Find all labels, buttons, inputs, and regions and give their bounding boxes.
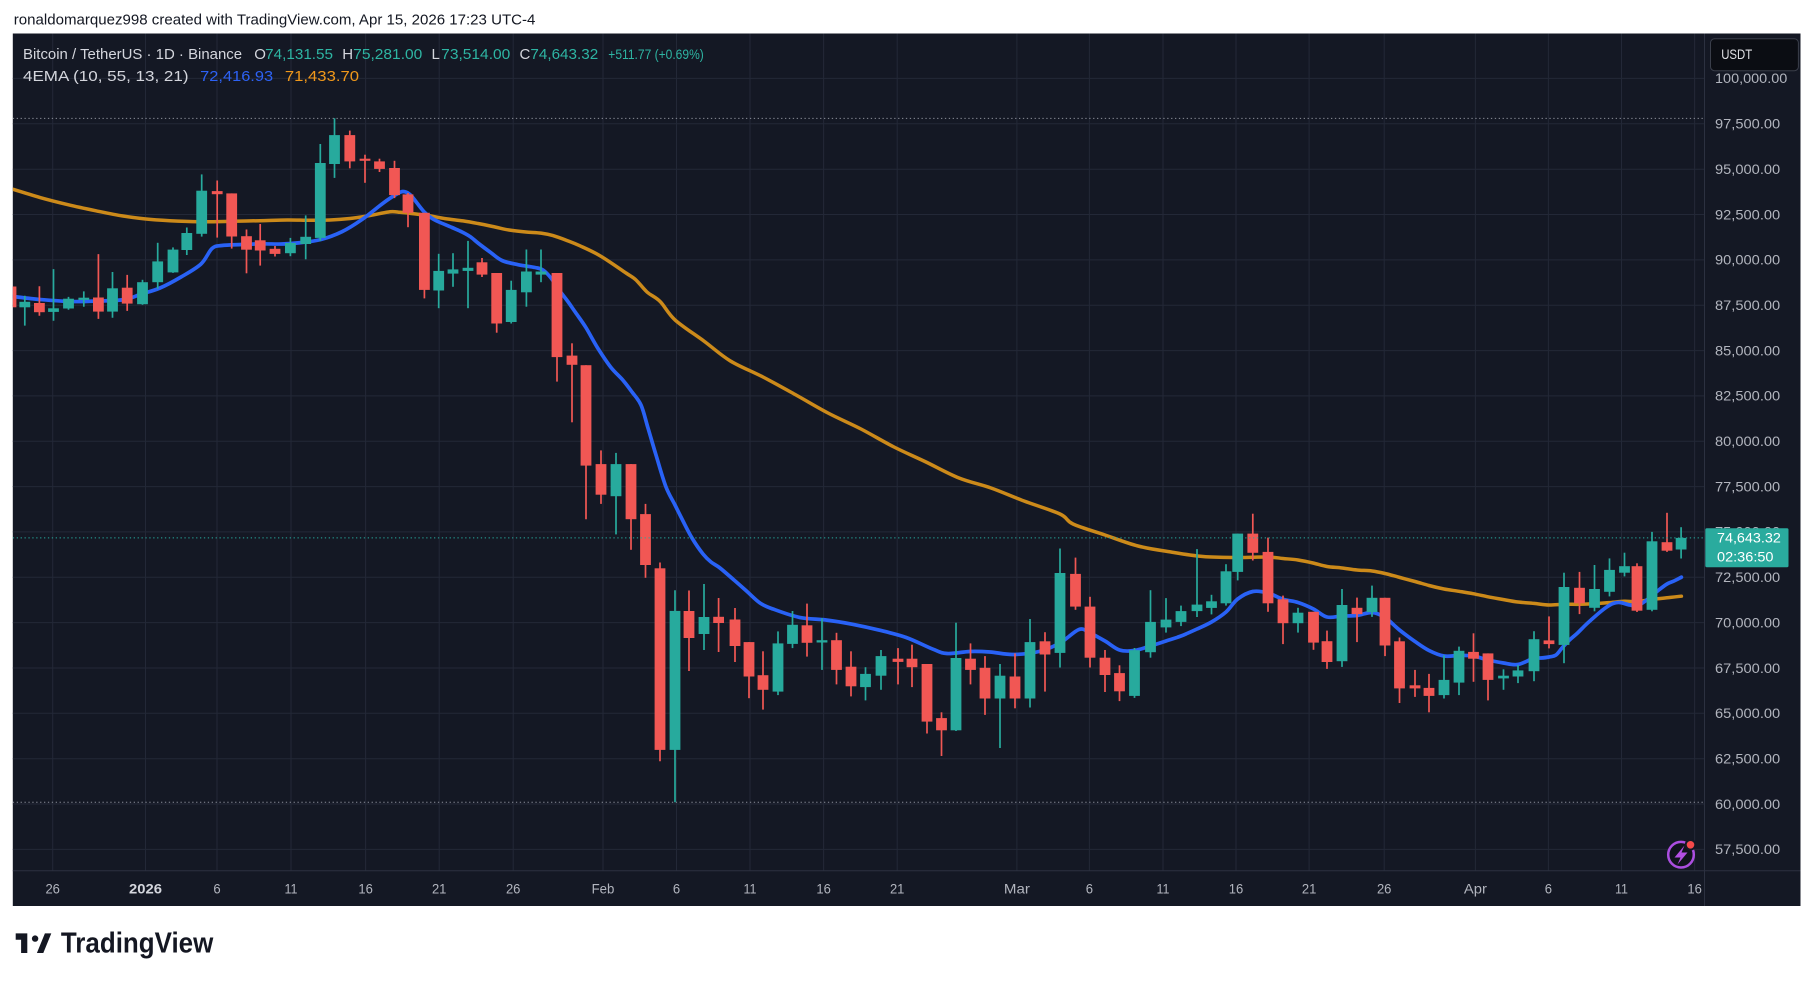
svg-text:2026: 2026 (129, 880, 162, 896)
svg-text:11: 11 (1615, 880, 1628, 896)
svg-text:11: 11 (1157, 880, 1170, 896)
svg-text:57,500.00: 57,500.00 (1715, 842, 1780, 858)
svg-text:02:36:50: 02:36:50 (1717, 549, 1774, 564)
svg-text:71,433.70: 71,433.70 (285, 68, 359, 85)
svg-text:80,000.00: 80,000.00 (1715, 434, 1780, 450)
svg-text:75,281.00: 75,281.00 (353, 46, 422, 63)
svg-text:+511.77 (+0.69%): +511.77 (+0.69%) (608, 46, 704, 62)
svg-text:O: O (254, 46, 266, 63)
svg-text:21: 21 (1302, 880, 1317, 896)
svg-text:Mar: Mar (1004, 880, 1030, 896)
svg-text:100,000.00: 100,000.00 (1715, 71, 1787, 87)
svg-text:4EMA (10, 55, 13, 21): 4EMA (10, 55, 13, 21) (23, 68, 189, 85)
svg-text:72,500.00: 72,500.00 (1715, 570, 1780, 586)
svg-text:USDT: USDT (1721, 46, 1752, 62)
svg-text:62,500.00: 62,500.00 (1715, 752, 1780, 768)
svg-text:ronaldomarquez998 created with: ronaldomarquez998 created with TradingVi… (14, 12, 536, 29)
svg-text:72,416.93: 72,416.93 (200, 68, 273, 85)
svg-text:67,500.00: 67,500.00 (1715, 661, 1780, 677)
svg-text:85,000.00: 85,000.00 (1715, 343, 1780, 359)
svg-text:16: 16 (1229, 880, 1244, 896)
svg-text:70,000.00: 70,000.00 (1715, 615, 1780, 631)
svg-text:73,514.00: 73,514.00 (441, 46, 510, 63)
svg-text:74,131.55: 74,131.55 (265, 46, 333, 63)
svg-text:26: 26 (1377, 880, 1392, 896)
svg-text:H: H (342, 46, 353, 63)
svg-text:65,000.00: 65,000.00 (1715, 706, 1780, 722)
svg-text:Bitcoin / TetherUS · 1D · Bina: Bitcoin / TetherUS · 1D · Binance (23, 46, 242, 63)
svg-text:26: 26 (506, 880, 521, 896)
svg-text:TradingView: TradingView (61, 928, 214, 960)
svg-text:26: 26 (45, 880, 60, 896)
svg-text:82,500.00: 82,500.00 (1715, 389, 1780, 405)
svg-text:60,000.00: 60,000.00 (1715, 797, 1780, 813)
svg-text:92,500.00: 92,500.00 (1715, 207, 1780, 223)
svg-text:90,000.00: 90,000.00 (1715, 253, 1780, 269)
svg-text:74,643.32: 74,643.32 (530, 46, 598, 63)
svg-text:6: 6 (213, 880, 220, 896)
svg-text:Apr: Apr (1464, 880, 1487, 896)
svg-text:6: 6 (673, 880, 680, 896)
svg-text:6: 6 (1086, 880, 1093, 896)
svg-text:97,500.00: 97,500.00 (1715, 117, 1780, 133)
svg-text:21: 21 (432, 880, 447, 896)
svg-text:16: 16 (1687, 880, 1702, 896)
svg-text:95,000.00: 95,000.00 (1715, 162, 1780, 178)
svg-text:87,500.00: 87,500.00 (1715, 298, 1780, 314)
svg-text:11: 11 (285, 880, 298, 896)
svg-text:Feb: Feb (592, 880, 615, 896)
svg-text:77,500.00: 77,500.00 (1715, 479, 1780, 495)
svg-text:C: C (520, 46, 531, 63)
svg-text:L: L (432, 46, 440, 63)
svg-text:6: 6 (1545, 880, 1552, 896)
svg-text:74,643.32: 74,643.32 (1717, 531, 1781, 546)
svg-text:16: 16 (358, 880, 373, 896)
svg-text:16: 16 (816, 880, 831, 896)
svg-text:11: 11 (744, 880, 757, 896)
svg-text:21: 21 (890, 880, 905, 896)
